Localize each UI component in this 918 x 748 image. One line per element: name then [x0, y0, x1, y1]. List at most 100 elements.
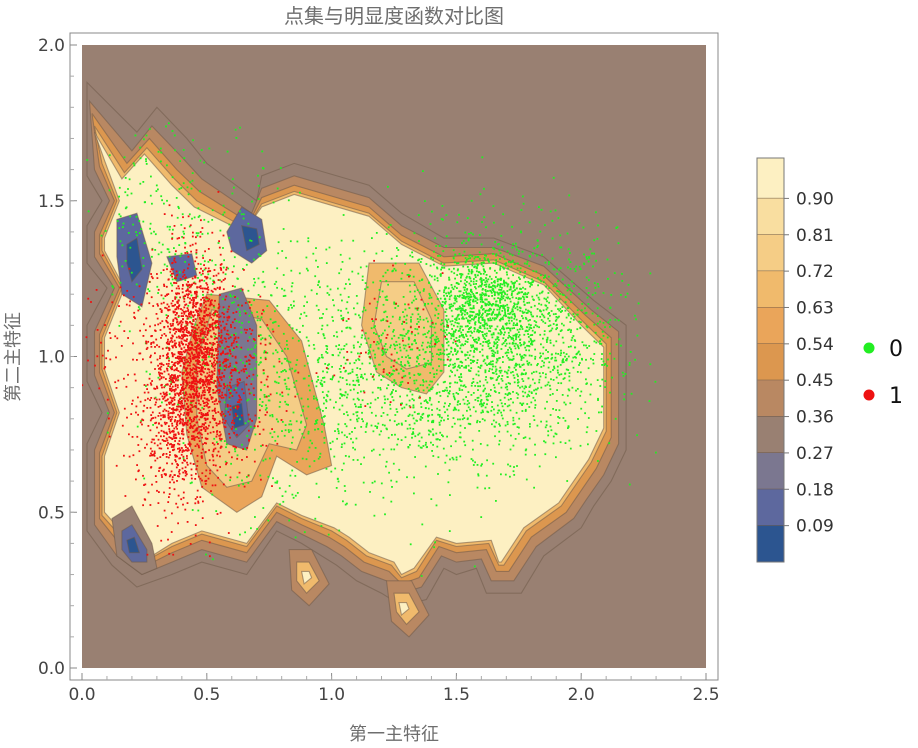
data-point: [378, 433, 381, 436]
data-point: [545, 420, 548, 423]
data-point: [209, 349, 212, 351]
data-point: [348, 383, 351, 386]
data-point: [552, 313, 555, 316]
data-point: [301, 457, 304, 460]
data-point: [191, 314, 194, 317]
data-point: [419, 315, 421, 318]
data-point: [352, 379, 355, 382]
data-point: [282, 274, 285, 276]
data-point: [396, 344, 398, 347]
data-point: [336, 477, 339, 480]
data-point: [282, 332, 285, 335]
data-point: [436, 341, 439, 344]
data-point: [129, 246, 132, 249]
data-point: [547, 275, 550, 278]
data-point: [528, 354, 531, 357]
data-point: [207, 273, 210, 276]
data-point: [418, 240, 420, 242]
data-point: [431, 409, 433, 411]
data-point: [360, 390, 362, 393]
data-point: [165, 347, 168, 349]
data-point: [505, 342, 508, 345]
data-point: [490, 304, 493, 306]
data-point: [325, 467, 328, 470]
data-point: [453, 406, 456, 409]
data-point: [166, 369, 169, 372]
data-point: [179, 271, 181, 274]
data-point: [488, 487, 491, 489]
data-point: [537, 387, 539, 390]
data-point: [526, 311, 529, 314]
data-point: [281, 395, 284, 397]
data-point: [173, 353, 176, 356]
data-point: [137, 306, 140, 308]
data-point: [213, 437, 216, 440]
data-point: [436, 438, 439, 440]
data-point: [401, 337, 404, 340]
data-point: [217, 242, 220, 244]
data-point: [274, 439, 277, 442]
data-point: [174, 393, 176, 395]
data-point: [464, 340, 467, 343]
data-point: [452, 288, 455, 290]
data-point: [469, 350, 472, 352]
data-point: [566, 480, 569, 482]
data-point: [389, 419, 391, 422]
data-point: [328, 246, 331, 249]
data-point: [539, 352, 542, 355]
data-point: [453, 324, 455, 327]
data-point: [469, 423, 472, 426]
data-point: [523, 387, 526, 390]
data-point: [516, 465, 518, 467]
data-point: [401, 356, 403, 358]
data-point: [553, 365, 555, 368]
data-point: [274, 481, 277, 484]
data-point: [544, 426, 547, 429]
data-point: [510, 319, 513, 322]
data-point: [231, 285, 234, 287]
data-point: [502, 325, 504, 328]
data-point: [422, 170, 424, 172]
data-point: [223, 387, 225, 390]
data-point: [574, 340, 577, 342]
data-point: [219, 229, 222, 232]
data-point: [394, 433, 396, 436]
data-point: [413, 284, 416, 286]
data-point: [177, 285, 180, 288]
data-point: [174, 278, 177, 281]
data-point: [422, 384, 424, 387]
data-point: [500, 289, 503, 291]
data-point: [504, 393, 507, 395]
data-point: [479, 367, 482, 369]
data-point: [562, 351, 565, 354]
data-point: [186, 411, 188, 414]
data-point: [559, 330, 562, 332]
data-point: [347, 296, 350, 298]
data-point: [356, 392, 359, 394]
data-point: [375, 414, 377, 417]
data-point: [171, 353, 174, 355]
data-point: [162, 410, 165, 413]
data-point: [442, 218, 444, 221]
data-point: [497, 332, 500, 335]
data-point: [533, 339, 536, 342]
data-point: [435, 338, 438, 341]
data-point: [614, 318, 617, 321]
data-point: [468, 300, 471, 303]
data-point: [298, 272, 301, 275]
data-point: [278, 487, 281, 490]
data-point: [582, 226, 585, 229]
data-point: [510, 348, 512, 351]
data-point: [200, 365, 203, 368]
data-point: [533, 326, 535, 329]
data-point: [502, 307, 505, 309]
data-point: [568, 379, 571, 382]
data-point: [528, 361, 531, 364]
data-point: [163, 370, 166, 373]
data-point: [187, 376, 190, 379]
data-point: [374, 364, 377, 367]
data-point: [422, 412, 425, 415]
data-point: [486, 399, 489, 402]
data-point: [527, 281, 530, 283]
data-point: [579, 268, 582, 270]
